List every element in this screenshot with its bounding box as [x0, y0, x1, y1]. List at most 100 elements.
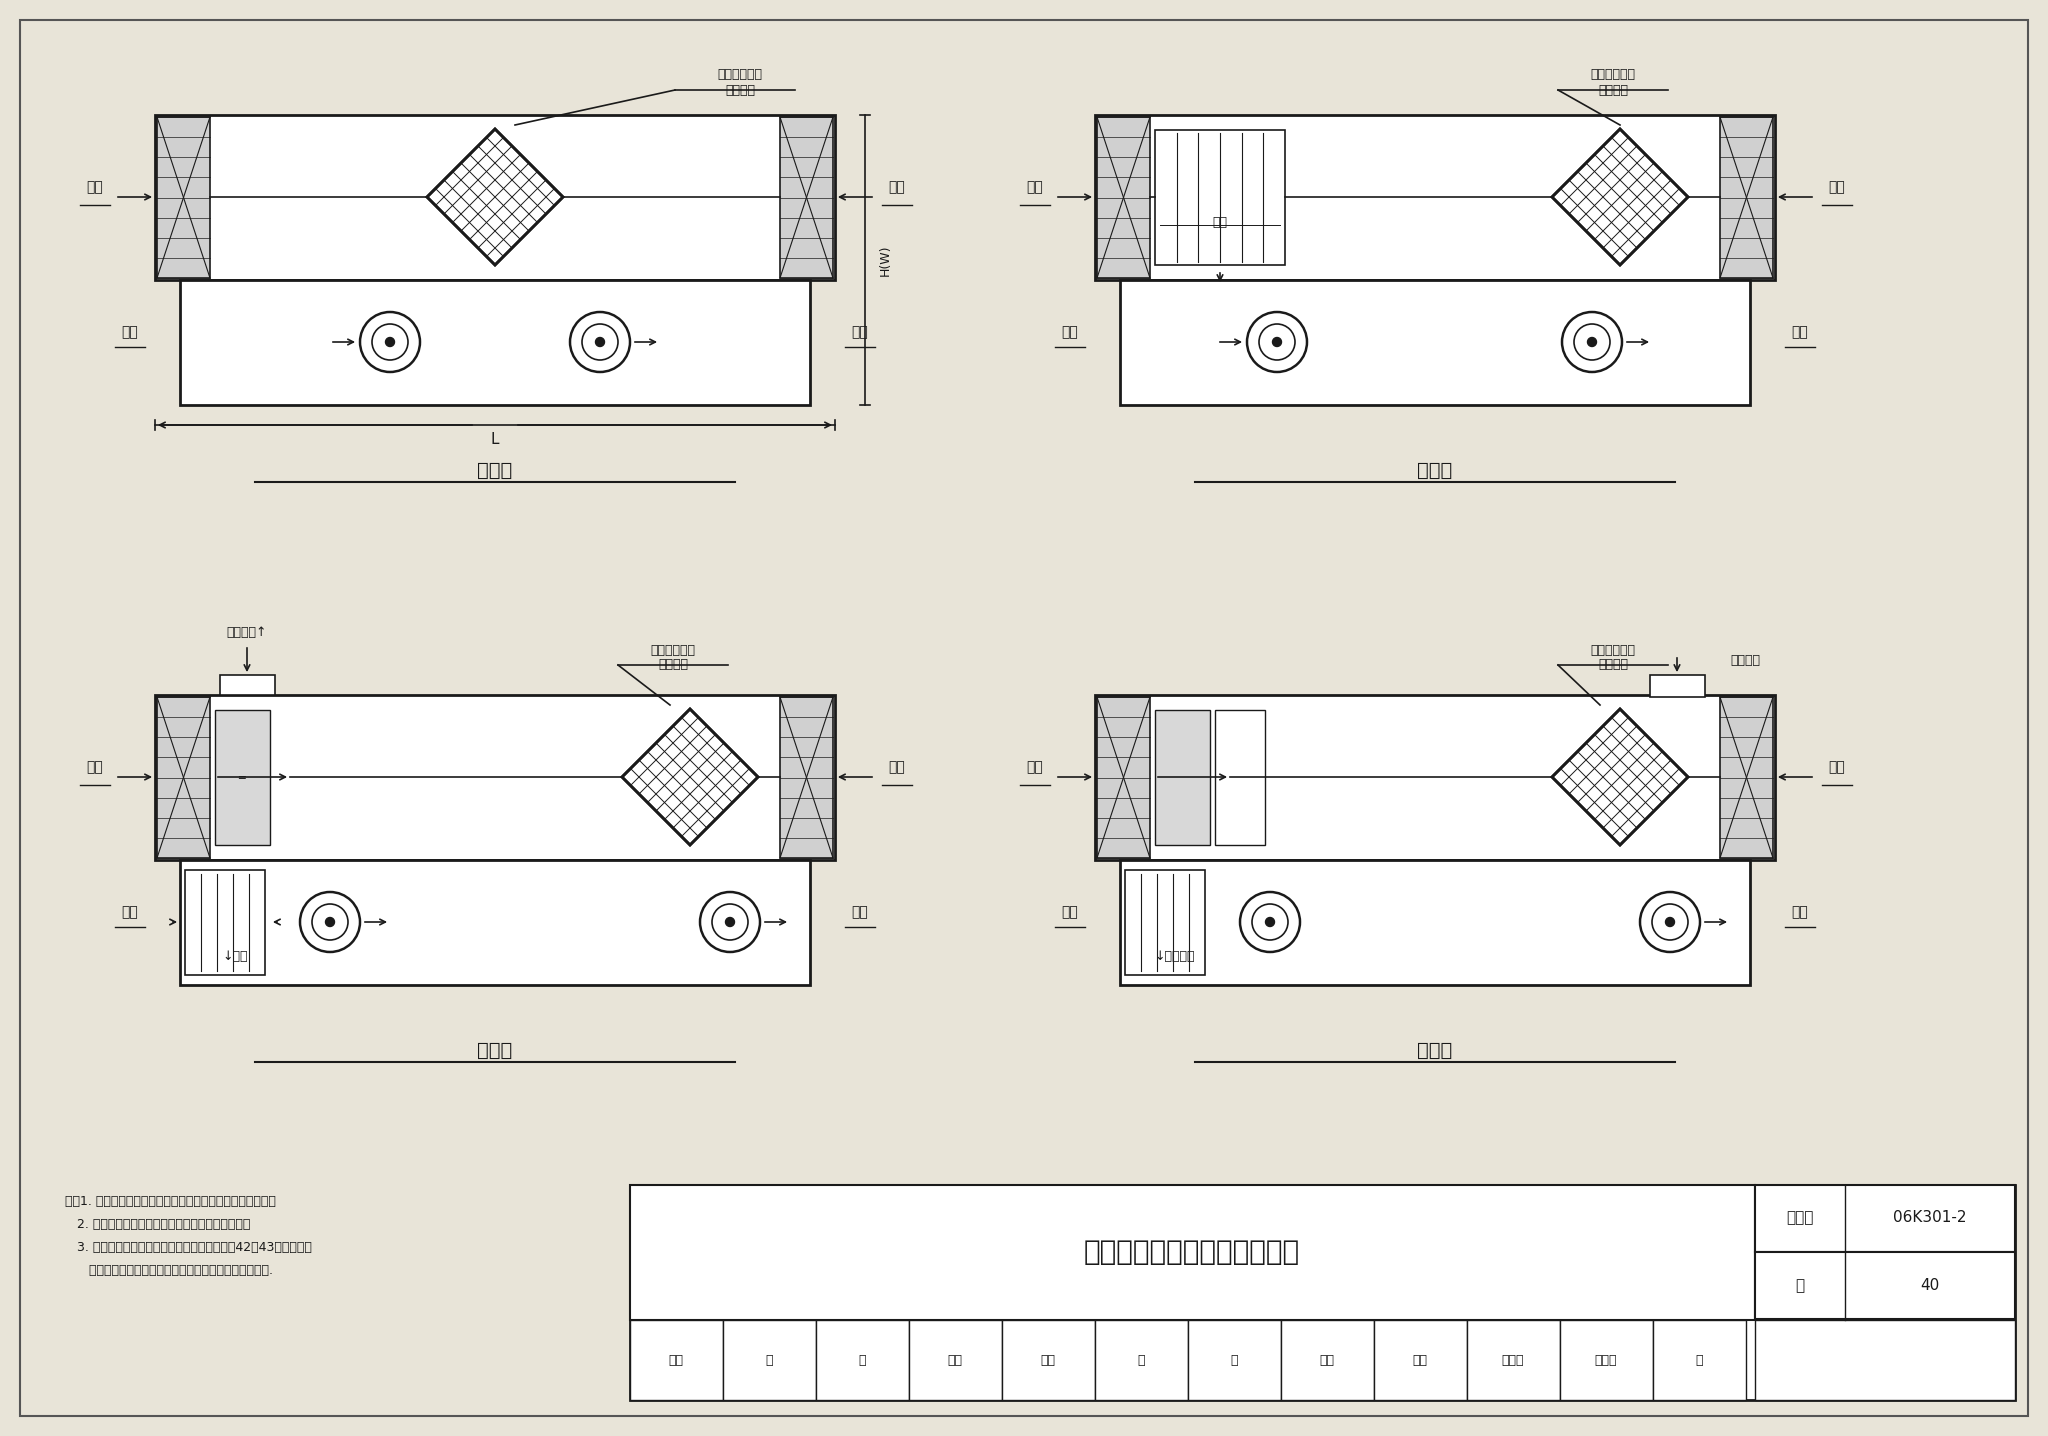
Circle shape [582, 325, 618, 360]
Text: 排风: 排风 [852, 905, 868, 919]
Bar [1188, 1320, 1280, 1400]
Text: 王立峰: 王立峰 [1501, 1354, 1524, 1367]
Text: 热回收器: 热回收器 [657, 659, 688, 672]
Text: 旁通排风↑: 旁通排风↑ [227, 626, 266, 639]
Text: 回风: 回风 [86, 760, 102, 774]
Text: 新风: 新风 [889, 760, 905, 774]
Text: 同友: 同友 [1319, 1354, 1335, 1367]
Polygon shape [1552, 129, 1688, 266]
Text: ↓回风: ↓回风 [223, 951, 248, 964]
Bar [180, 280, 811, 405]
Bar [1720, 116, 1774, 279]
Text: 敏: 敏 [1231, 1354, 1237, 1367]
Text: 页: 页 [1796, 1278, 1804, 1294]
Text: 板（板翅）式: 板（板翅）式 [717, 69, 762, 82]
Bar [156, 115, 836, 280]
Text: L: L [492, 432, 500, 448]
Bar [1096, 1320, 1188, 1400]
Circle shape [596, 337, 604, 346]
Text: 方式一: 方式一 [477, 461, 512, 480]
Bar [158, 116, 211, 279]
Bar [1001, 1320, 1096, 1400]
Bar [1124, 870, 1204, 975]
Text: 其他组合方式的产品数据可参考企业产品样本或其网站.: 其他组合方式的产品数据可参考企业产品样本或其网站. [66, 1264, 272, 1277]
Text: 排风: 排风 [1792, 325, 1808, 339]
Text: 新风: 新风 [1829, 180, 1845, 194]
Bar [631, 1320, 723, 1400]
Text: 葛仲: 葛仲 [948, 1354, 963, 1367]
Text: 3. 标注尺寸的组合方式相关数据可在本图集第42、43页中查取，: 3. 标注尺寸的组合方式相关数据可在本图集第42、43页中查取， [66, 1241, 311, 1254]
Bar [815, 1320, 909, 1400]
Text: 方式四: 方式四 [1417, 1041, 1452, 1060]
Text: 板（板翅）式: 板（板翅）式 [1591, 643, 1636, 656]
Circle shape [299, 892, 360, 952]
Text: 方式三: 方式三 [477, 1041, 512, 1060]
Bar [1651, 675, 1706, 696]
Circle shape [1640, 892, 1700, 952]
Bar [1098, 116, 1151, 279]
Circle shape [1563, 312, 1622, 372]
Text: 06K301-2: 06K301-2 [1892, 1211, 1966, 1225]
Bar [219, 675, 274, 695]
Text: 热回收器: 热回收器 [1597, 83, 1628, 96]
Polygon shape [426, 129, 563, 266]
Text: 回风: 回风 [1026, 180, 1042, 194]
Bar [1155, 709, 1210, 844]
Bar [780, 696, 834, 857]
Text: 送风: 送风 [121, 325, 139, 339]
Bar [1098, 696, 1151, 857]
Bar [1466, 1320, 1561, 1400]
Bar [723, 1320, 815, 1400]
Circle shape [1665, 918, 1675, 926]
Bar [180, 860, 811, 985]
Circle shape [1239, 892, 1300, 952]
Text: ↓一次回风: ↓一次回风 [1155, 951, 1196, 964]
Text: 板（板翅）式: 板（板翅）式 [1591, 69, 1636, 82]
Text: 新风: 新风 [889, 180, 905, 194]
Bar [1155, 131, 1284, 266]
Circle shape [385, 337, 395, 346]
Text: 排风: 排风 [1792, 905, 1808, 919]
Text: 板（板翅）式: 板（板翅）式 [651, 643, 696, 656]
Text: 校对: 校对 [1040, 1354, 1055, 1367]
Bar [1120, 280, 1749, 405]
Text: ═: ═ [240, 773, 246, 783]
Bar [631, 1185, 1755, 1320]
Text: 二次回风: 二次回风 [1731, 653, 1759, 666]
Circle shape [1266, 918, 1274, 926]
Text: 审核: 审核 [668, 1354, 684, 1367]
Polygon shape [623, 709, 758, 844]
Circle shape [360, 312, 420, 372]
Text: 组合式热回收机组组合示意图: 组合式热回收机组组合示意图 [1083, 1238, 1300, 1267]
Circle shape [373, 325, 408, 360]
Bar [156, 695, 836, 860]
Text: 设计: 设计 [1413, 1354, 1427, 1367]
Bar [1120, 860, 1749, 985]
Circle shape [713, 905, 748, 941]
Circle shape [725, 918, 735, 926]
Text: 热回收器: 热回收器 [1597, 659, 1628, 672]
Text: 图集号: 图集号 [1786, 1211, 1815, 1225]
Circle shape [700, 892, 760, 952]
Bar [215, 709, 270, 844]
Bar [158, 696, 211, 857]
Text: 周: 周 [1137, 1354, 1145, 1367]
Text: 页: 页 [1696, 1354, 1702, 1367]
Text: 季: 季 [766, 1354, 772, 1367]
Text: 2. 中效过滤、冷热盘管以及加湿器均为可选内容。: 2. 中效过滤、冷热盘管以及加湿器均为可选内容。 [66, 1218, 250, 1231]
Bar [1720, 696, 1774, 857]
Bar [909, 1320, 1001, 1400]
Bar [780, 116, 834, 279]
Bar [184, 870, 264, 975]
Text: 新风: 新风 [1829, 760, 1845, 774]
Text: 注：1. 方式一～方式四设置的机组，适合于水平或叠式布置。: 注：1. 方式一～方式四设置的机组，适合于水平或叠式布置。 [66, 1195, 276, 1208]
Text: H(W): H(W) [879, 244, 891, 276]
Circle shape [1587, 337, 1597, 346]
Text: 送风: 送风 [121, 905, 139, 919]
Circle shape [1653, 905, 1688, 941]
Text: 热回收器: 热回收器 [725, 83, 756, 96]
Text: 白么华: 白么华 [1595, 1354, 1618, 1367]
Bar [1280, 1320, 1374, 1400]
Text: 方式二: 方式二 [1417, 461, 1452, 480]
Text: 回风: 回风 [1026, 760, 1042, 774]
